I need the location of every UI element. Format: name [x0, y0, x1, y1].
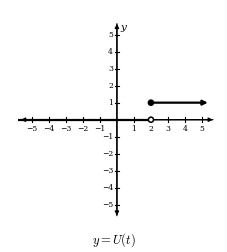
Text: 2: 2	[108, 82, 113, 90]
Text: −5: −5	[26, 125, 37, 133]
Text: −1: −1	[94, 125, 106, 133]
Text: y: y	[120, 23, 126, 32]
Text: −3: −3	[102, 167, 113, 175]
Circle shape	[148, 117, 153, 122]
Text: −3: −3	[60, 125, 72, 133]
Text: 5: 5	[108, 30, 113, 39]
Text: −2: −2	[102, 150, 113, 158]
Text: 1: 1	[131, 125, 136, 133]
Text: 1: 1	[108, 99, 113, 107]
Text: 4: 4	[108, 48, 113, 56]
Text: −5: −5	[102, 201, 113, 209]
Text: 3: 3	[165, 125, 170, 133]
Text: 5: 5	[200, 125, 205, 133]
Text: −1: −1	[102, 133, 113, 141]
Text: −4: −4	[102, 184, 113, 192]
Text: 2: 2	[148, 125, 153, 133]
Text: 3: 3	[108, 65, 113, 73]
Circle shape	[148, 100, 153, 105]
Text: $y = U(t)$: $y = U(t)$	[92, 232, 135, 249]
Text: 4: 4	[183, 125, 188, 133]
Text: −4: −4	[43, 125, 54, 133]
Text: −2: −2	[77, 125, 89, 133]
